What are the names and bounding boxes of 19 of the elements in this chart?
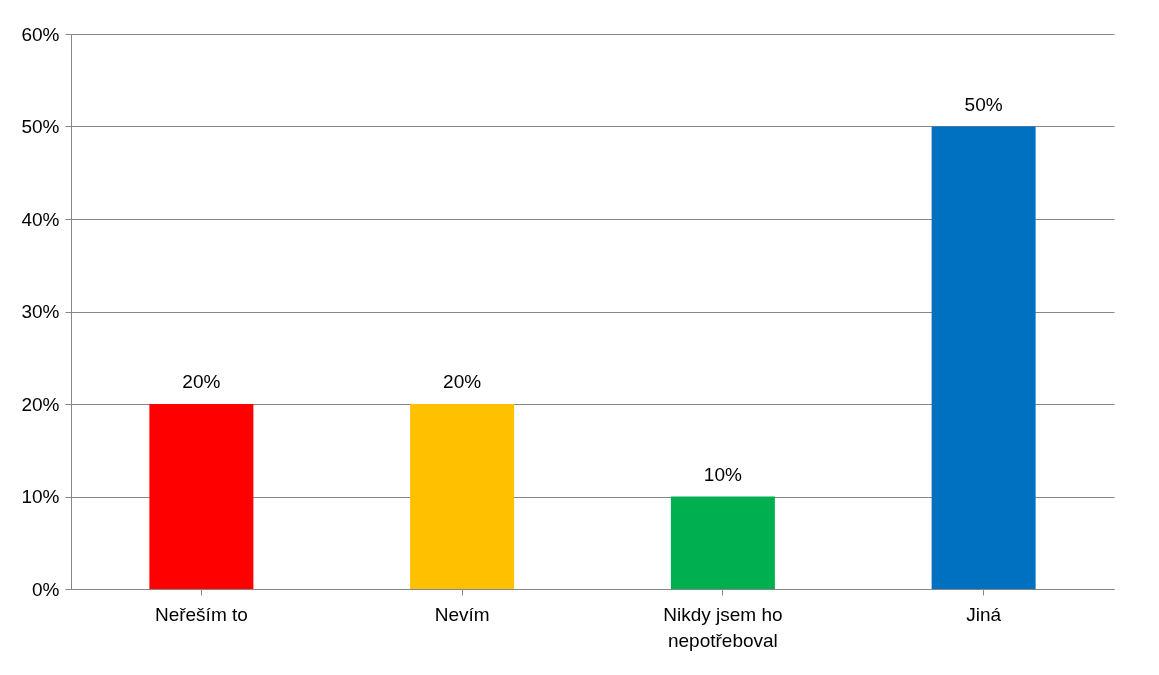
y-tick-label: 60%	[21, 23, 60, 45]
bar	[149, 404, 254, 589]
data-label: 20%	[182, 371, 221, 392]
data-label: 10%	[703, 463, 742, 485]
y-tick-label: 20%	[21, 393, 60, 415]
y-tick-label: 10%	[21, 486, 60, 507]
x-tick-label: Neřeším to	[154, 603, 248, 625]
y-tick-label: 0%	[32, 578, 60, 600]
y-tick-label: 50%	[21, 116, 60, 137]
y-tick-label: 40%	[21, 208, 60, 230]
data-label: 50%	[964, 93, 1003, 115]
bar	[670, 496, 775, 589]
bar	[410, 404, 515, 589]
y-tick-label: 30%	[21, 301, 60, 322]
data-label: 20%	[443, 371, 482, 392]
x-tick-label: Nikdy jsem ho nepotřeboval	[663, 603, 783, 651]
bar	[931, 126, 1036, 589]
x-tick-label: Jiná	[966, 603, 1002, 625]
x-tick-label: Nevím	[434, 603, 490, 625]
